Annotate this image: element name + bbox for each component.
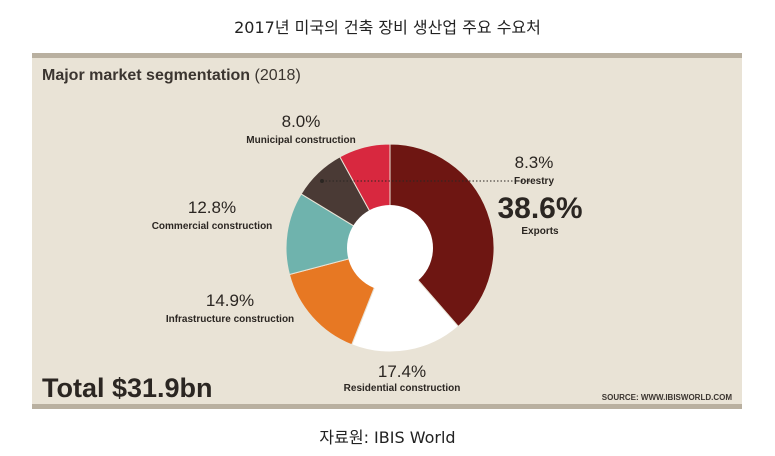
panel-title: Major market segmentation (2018) xyxy=(42,67,301,85)
chart-panel: Major market segmentation (2018) 8.0% Mu… xyxy=(32,53,742,409)
donut-chart: 8.0% Municipal construction 8.3% Forestr… xyxy=(152,112,583,394)
label-value-infrastructure: 14.9% xyxy=(206,291,254,310)
label-value-commercial: 12.8% xyxy=(188,198,236,217)
donut-hole xyxy=(347,205,433,291)
label-value-residential: 17.4% xyxy=(378,362,426,381)
source-note: SOURCE: WWW.IBISWORLD.COM xyxy=(601,393,732,402)
label-value-forestry: 8.3% xyxy=(515,153,554,172)
total-value: Total $31.9bn xyxy=(42,373,213,403)
label-category-exports: Exports xyxy=(521,226,559,237)
label-category-municipal: Municipal construction xyxy=(246,135,355,146)
label-value-exports: 38.6% xyxy=(497,192,582,225)
label-category-infrastructure: Infrastructure construction xyxy=(166,314,294,325)
slice-residential-construction xyxy=(351,247,459,353)
forestry-leader-dot xyxy=(320,179,324,183)
label-category-commercial: Commercial construction xyxy=(152,221,273,232)
source-caption: 자료원: IBIS World xyxy=(319,428,456,447)
panel-title-year: (2018) xyxy=(254,67,301,84)
slice-exports xyxy=(389,143,495,328)
panel-title-text: Major market segmentation xyxy=(42,67,251,84)
label-category-residential: Residential construction xyxy=(344,383,461,394)
chart-caption: 2017년 미국의 건축 장비 생산업 주요 수요처 xyxy=(234,18,541,37)
label-category-forestry: Forestry xyxy=(514,176,554,187)
label-value-municipal: 8.0% xyxy=(282,112,321,131)
